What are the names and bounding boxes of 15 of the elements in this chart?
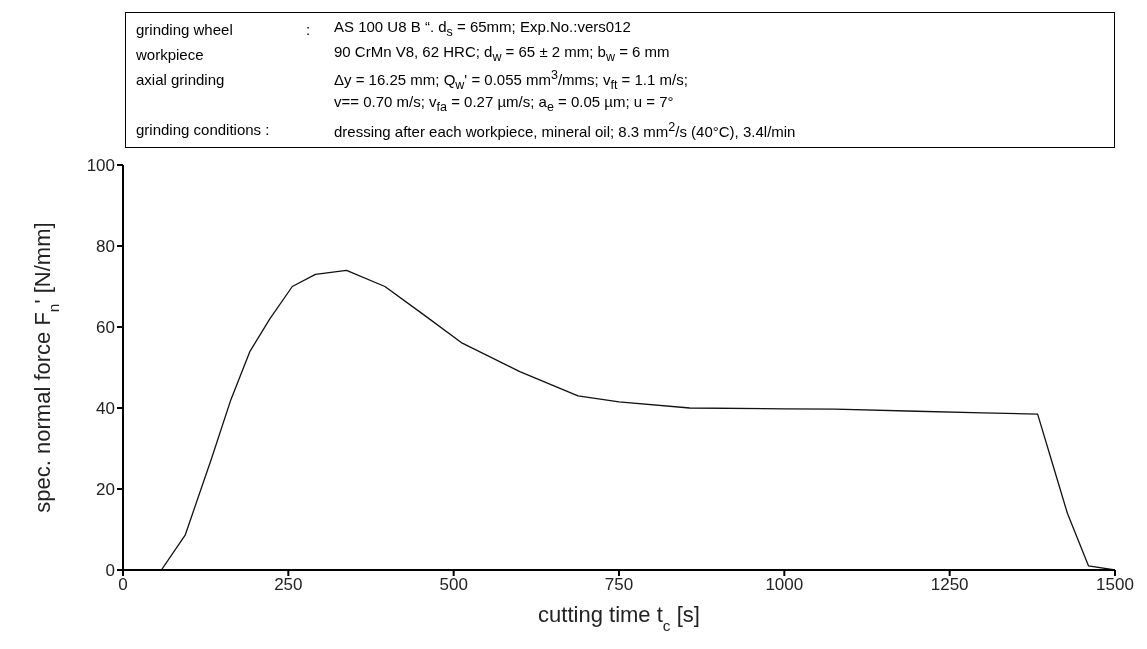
- y-tick-label: 60: [96, 318, 115, 338]
- parameter-table: grinding wheel : AS 100 U8 B “. d$_{s}$ = 65mm; Exp.No.:vers012 workpiece 90 CrMn V8, 62 HRC; d$_{w}$ = 65 ± 2 mm; b$_{w}$ = 6 mm axial grinding Δy = 16.25 mm; Q$_{w}$' = 0.055 mm$^{3}$/mms; v$_{ft}$ = 1.1 m/s; v== 0.70 m/s; v$_{fa}$ = 0.27 µm/s; a$_{e}$ = 0.05 µm; u = 7° grinding conditions : dressing after each workpiece, mineral oil; 8.3 mm$^{2}$/s (40°C), 3.4l/min: [125, 12, 1115, 148]
- y-tick-label: 40: [96, 399, 115, 419]
- y-tick-label: 0: [105, 561, 115, 581]
- x-tick-label: 1000: [765, 575, 804, 595]
- x-tick-label: 1500: [1096, 575, 1134, 595]
- x-tick-label: 1250: [930, 575, 969, 595]
- x-tick-label: 500: [439, 575, 468, 595]
- y-tick-label: 80: [96, 237, 115, 257]
- x-tick-label: 750: [604, 575, 634, 595]
- x-axis-title: cutting time t$_{c}$ [s]: [538, 602, 700, 634]
- x-tick-label: 250: [274, 575, 303, 595]
- x-tick-label: 0: [118, 575, 128, 595]
- y-tick-label: 100: [86, 156, 115, 176]
- y-tick-label: 20: [96, 480, 115, 500]
